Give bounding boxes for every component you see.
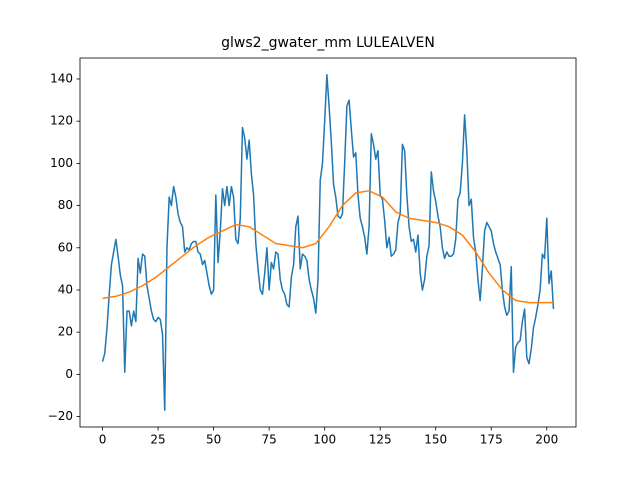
x-tick-label: 175	[480, 433, 503, 447]
x-tick-label: 125	[369, 433, 392, 447]
y-tick-label: 60	[58, 240, 73, 254]
y-tick-label: −20	[48, 409, 73, 423]
data-line	[102, 190, 554, 304]
x-tick-label: 150	[424, 433, 447, 447]
y-tick-label: 140	[50, 71, 73, 85]
y-tick-label: 120	[50, 114, 73, 128]
chart-title: glws2_gwater_mm LULEALVEN	[221, 35, 435, 51]
y-tick-label: 0	[65, 367, 73, 381]
x-tick-label: 0	[99, 433, 107, 447]
x-tick-label: 50	[206, 433, 221, 447]
x-tick-label: 25	[150, 433, 165, 447]
plot-frame	[79, 57, 577, 428]
x-tick-label: 200	[535, 433, 558, 447]
y-tick-label: 100	[50, 156, 73, 170]
data-line	[101, 74, 555, 411]
x-tick-label: 100	[313, 433, 336, 447]
y-tick-label: 40	[58, 282, 73, 296]
y-tick-label: 20	[58, 325, 73, 339]
y-tick-label: 80	[58, 198, 73, 212]
x-tick-label: 75	[261, 433, 276, 447]
